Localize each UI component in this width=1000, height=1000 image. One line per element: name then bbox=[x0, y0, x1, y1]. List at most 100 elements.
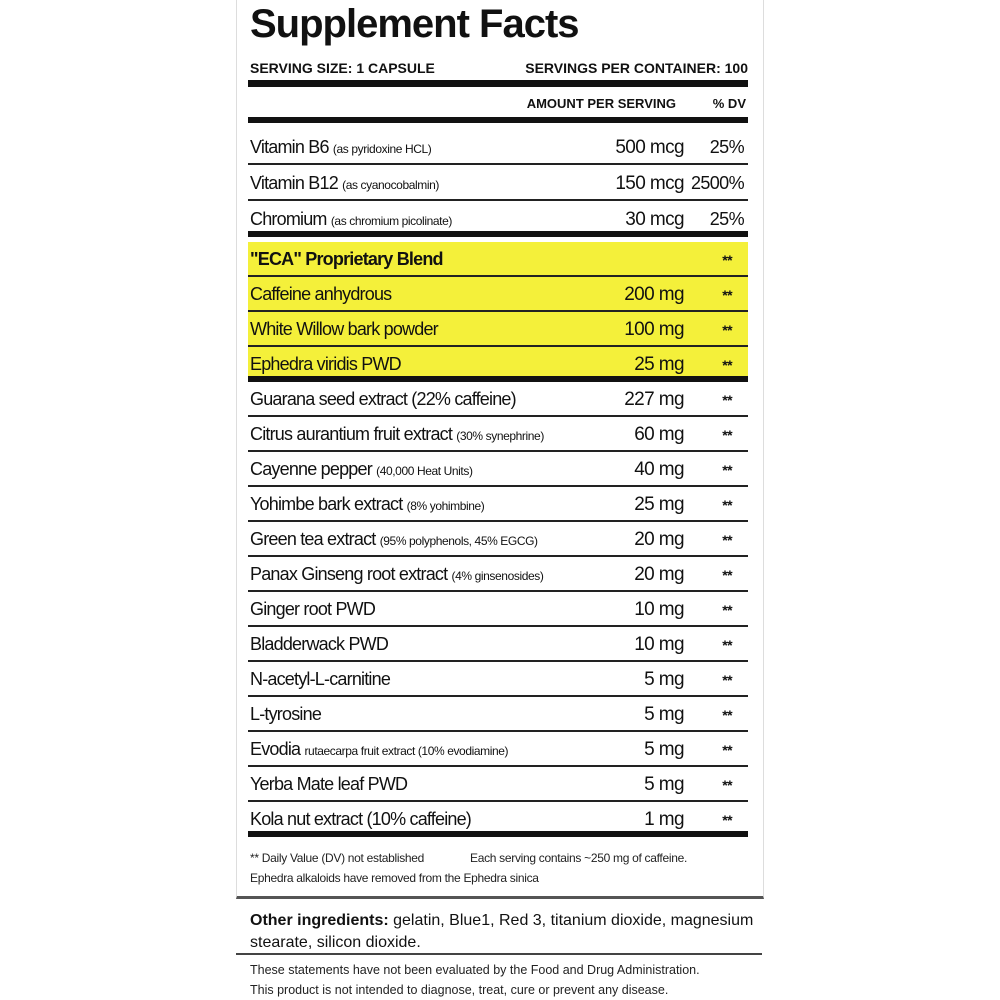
ingredient-name-text: Vitamin B12 bbox=[250, 173, 339, 193]
daily-value: ** bbox=[722, 602, 732, 618]
ingredient-name-text: Cayenne pepper bbox=[250, 459, 373, 479]
servings-per-container: SERVINGS PER CONTAINER: 100 bbox=[525, 60, 748, 76]
ingredient-name: Kola nut extract (10% caffeine) bbox=[250, 809, 472, 830]
ingredient-name: Evodia rutaecarpa fruit extract (10% evo… bbox=[250, 739, 509, 760]
table-row: Green tea extract (95% polyphenols, 45% … bbox=[248, 522, 748, 557]
ingredient-name-text: Evodia bbox=[250, 739, 301, 759]
ingredient-name-text: Chromium bbox=[250, 209, 327, 229]
ingredient-name: L-tyrosine bbox=[250, 704, 322, 725]
daily-value: ** bbox=[722, 812, 732, 828]
ingredient-name-text: Caffeine anhydrous bbox=[250, 284, 392, 304]
caffeine-footnote: Each serving contains ~250 mg of caffein… bbox=[470, 851, 687, 865]
amount-per-serving: 227 mg bbox=[624, 389, 684, 410]
amount-per-serving: 500 mcg bbox=[615, 137, 684, 158]
table-row: Yerba Mate leaf PWD 5 mg ** bbox=[248, 767, 748, 802]
ingredient-name-text: Ginger root PWD bbox=[250, 599, 376, 619]
other-ingredients-text: gelatin, Blue1, Red 3, titanium dioxide,… bbox=[250, 912, 754, 951]
amount-per-serving: 20 mg bbox=[634, 529, 684, 550]
table-row: Bladderwack PWD 10 mg ** bbox=[248, 627, 748, 662]
label-frame bbox=[236, 0, 764, 899]
daily-value: ** bbox=[722, 462, 732, 478]
table-row: Vitamin B12 (as cyanocobalmin) 150 mcg 250… bbox=[248, 166, 748, 201]
thick-divider bbox=[248, 117, 748, 123]
ingredient-name-text: Panax Ginseng root extract bbox=[250, 564, 448, 584]
daily-value: ** bbox=[722, 392, 732, 408]
disclaimer-line: This product is not intended to diagnose… bbox=[250, 983, 669, 997]
ingredient-name: Guarana seed extract (22% caffeine) bbox=[250, 389, 517, 410]
blend-header-row: "ECA" Proprietary Blend ** bbox=[248, 242, 748, 277]
amount-per-serving: 10 mg bbox=[634, 634, 684, 655]
ingredient-name: Vitamin B6 (as pyridoxine HCL) bbox=[250, 137, 432, 158]
daily-value: ** bbox=[722, 672, 732, 688]
ingredient-name-text: L-tyrosine bbox=[250, 704, 322, 724]
amount-per-serving: 200 mg bbox=[624, 284, 684, 305]
daily-value: ** bbox=[722, 357, 732, 373]
table-row: Vitamin B6 (as pyridoxine HCL) 500 mcg 25% bbox=[248, 130, 748, 165]
blend-row: Ephedra viridis PWD 25 mg ** bbox=[248, 347, 748, 382]
ingredient-note: (as cyanocobalmin) bbox=[342, 178, 439, 192]
divider bbox=[236, 953, 762, 955]
other-ingredients: Other ingredients: gelatin, Blue1, Red 3… bbox=[250, 910, 770, 954]
table-row: Citrus aurantium fruit extract (30% syne… bbox=[248, 417, 748, 452]
other-ingredients-label: Other ingredients: bbox=[250, 912, 389, 929]
ingredient-name: Cayenne pepper (40,000 Heat Units) bbox=[250, 459, 473, 480]
daily-value: ** bbox=[722, 777, 732, 793]
amount-per-serving: 5 mg bbox=[644, 739, 684, 760]
ingredient-name-text: Green tea extract bbox=[250, 529, 376, 549]
ingredient-name: Caffeine anhydrous bbox=[250, 284, 392, 305]
serving-size: SERVING SIZE: 1 CAPSULE bbox=[250, 60, 435, 76]
daily-value: ** bbox=[722, 742, 732, 758]
blend-row: White Willow bark powder 100 mg ** bbox=[248, 312, 748, 347]
disclaimer-line: These statements have not been evaluated… bbox=[250, 963, 700, 977]
ingredient-name-text: "ECA" Proprietary Blend bbox=[250, 249, 444, 269]
ingredient-name: "ECA" Proprietary Blend bbox=[250, 249, 444, 270]
ingredient-name-text: Kola nut extract (10% caffeine) bbox=[250, 809, 472, 829]
amount-per-serving: 5 mg bbox=[644, 704, 684, 725]
daily-value: ** bbox=[722, 322, 732, 338]
table-row: Guarana seed extract (22% caffeine) 227 m… bbox=[248, 382, 748, 417]
amount-per-serving: 150 mcg bbox=[615, 173, 684, 194]
daily-value: 25% bbox=[709, 137, 745, 157]
amount-per-serving: 30 mcg bbox=[625, 209, 684, 230]
table-row: Yohimbe bark extract (8% yohimbine) 25 mg… bbox=[248, 487, 748, 522]
amount-per-serving: 40 mg bbox=[634, 459, 684, 480]
daily-value: 2500% bbox=[690, 173, 745, 193]
ingredient-note: (8% yohimbine) bbox=[406, 499, 485, 513]
ingredient-name: White Willow bark powder bbox=[250, 319, 439, 340]
dv-footnote: ** Daily Value (DV) not established bbox=[250, 851, 425, 865]
ingredient-name-text: Vitamin B6 bbox=[250, 137, 330, 157]
daily-value: ** bbox=[722, 637, 732, 653]
amount-per-serving: 60 mg bbox=[634, 424, 684, 445]
ingredient-name: Yohimbe bark extract (8% yohimbine) bbox=[250, 494, 485, 515]
thick-divider bbox=[248, 80, 748, 87]
ingredient-name-text: Bladderwack PWD bbox=[250, 634, 389, 654]
ingredient-note: rutaecarpa fruit extract (10% evodiamine… bbox=[304, 744, 509, 758]
ingredient-note: (30% synephrine) bbox=[456, 429, 544, 443]
ingredient-name: Green tea extract (95% polyphenols, 45% … bbox=[250, 529, 538, 550]
table-row: Chromium (as chromium picolinate) 30 mcg 2… bbox=[248, 202, 748, 237]
ingredient-name-text: Guarana seed extract (22% caffeine) bbox=[250, 389, 517, 409]
amount-per-serving: 25 mg bbox=[634, 494, 684, 515]
ingredient-name-text: Ephedra viridis PWD bbox=[250, 354, 402, 374]
ingredient-note: (as pyridoxine HCL) bbox=[332, 142, 432, 156]
table-row: Kola nut extract (10% caffeine) 1 mg ** bbox=[248, 802, 748, 837]
amount-header: AMOUNT PER SERVING bbox=[526, 96, 676, 111]
ingredient-name: Vitamin B12 (as cyanocobalmin) bbox=[250, 173, 439, 194]
ingredient-name: Ephedra viridis PWD bbox=[250, 354, 402, 375]
table-row: Ginger root PWD 10 mg ** bbox=[248, 592, 748, 627]
ingredient-name: Ginger root PWD bbox=[250, 599, 376, 620]
ingredient-name-text: Yerba Mate leaf PWD bbox=[250, 774, 408, 794]
table-row: Panax Ginseng root extract (4% ginsenosi… bbox=[248, 557, 748, 592]
ingredient-name-text: N-acetyl-L-carnitine bbox=[250, 669, 391, 689]
daily-value: ** bbox=[722, 427, 732, 443]
daily-value: ** bbox=[722, 497, 732, 513]
table-row: Cayenne pepper (40,000 Heat Units) 40 mg *… bbox=[248, 452, 748, 487]
ingredient-name: Panax Ginseng root extract (4% ginsenosi… bbox=[250, 564, 544, 585]
ingredient-name: Citrus aurantium fruit extract (30% syne… bbox=[250, 424, 544, 445]
ingredient-name: N-acetyl-L-carnitine bbox=[250, 669, 391, 690]
amount-per-serving: 10 mg bbox=[634, 599, 684, 620]
amount-per-serving: 1 mg bbox=[644, 809, 684, 830]
table-row: L-tyrosine 5 mg ** bbox=[248, 697, 748, 732]
daily-value: ** bbox=[722, 707, 732, 723]
ingredient-note: (40,000 Heat Units) bbox=[376, 464, 473, 478]
